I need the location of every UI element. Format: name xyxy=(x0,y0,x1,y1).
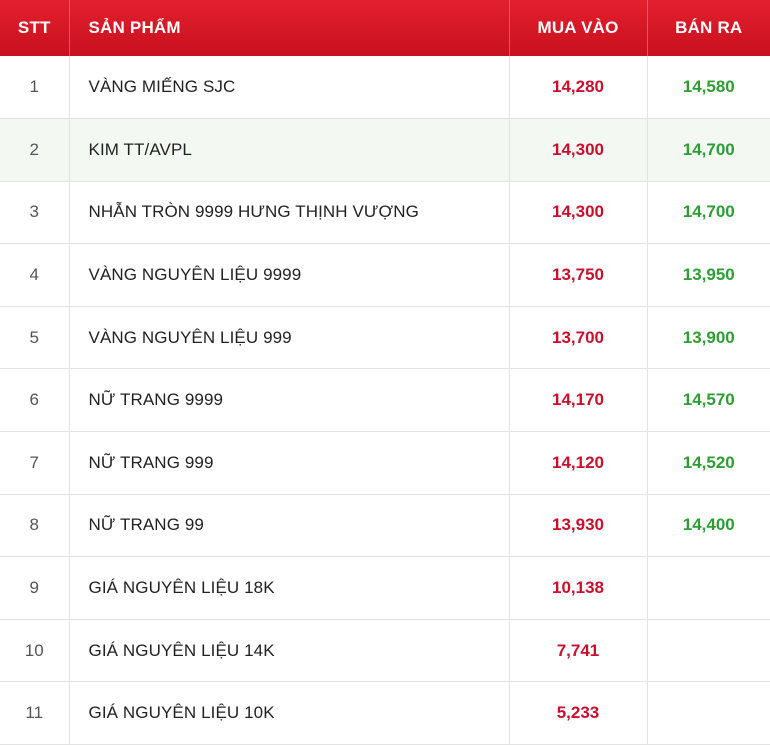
row-buy-price: 14,170 xyxy=(509,368,648,433)
table-row: 9 GIÁ NGUYÊN LIỆU 18K 10,138 xyxy=(0,556,770,620)
row-product-name: GIÁ NGUYÊN LIỆU 18K xyxy=(69,556,510,620)
table-body: 1 VÀNG MIẾNG SJC 14,280 14,580 2 KIM TT/… xyxy=(0,56,770,745)
row-sell-price: 14,700 xyxy=(647,181,770,245)
row-stt: 10 xyxy=(0,619,70,683)
row-stt: 9 xyxy=(0,556,70,620)
header-row: STT SẢN PHẨM MUA VÀO BÁN RA xyxy=(0,0,770,56)
table-row: 2 KIM TT/AVPL 14,300 14,700 xyxy=(0,118,770,182)
table-row: 7 NỮ TRANG 999 14,120 14,520 xyxy=(0,431,770,495)
row-product-name: NỮ TRANG 99 xyxy=(69,494,510,558)
row-buy-price: 13,700 xyxy=(509,306,648,370)
row-stt: 4 xyxy=(0,243,70,307)
row-sell-price: 14,700 xyxy=(647,118,770,182)
row-product-name: VÀNG NGUYÊN LIỆU 9999 xyxy=(69,243,510,307)
table-row: 10 GIÁ NGUYÊN LIỆU 14K 7,741 xyxy=(0,619,770,683)
header-sell-price: BÁN RA xyxy=(675,18,743,37)
row-buy-price: 14,300 xyxy=(509,118,648,182)
table-row: 5 VÀNG NGUYÊN LIỆU 999 13,700 13,900 xyxy=(0,306,770,370)
row-sell-price xyxy=(647,619,770,683)
header-product: SẢN PHẨM xyxy=(69,0,510,56)
row-stt: 3 xyxy=(0,181,70,245)
row-stt: 5 xyxy=(0,306,70,370)
row-stt: 2 xyxy=(0,118,70,182)
row-product-name: NỮ TRANG 9999 xyxy=(69,368,510,433)
row-stt: 11 xyxy=(0,681,70,745)
row-buy-price: 14,300 xyxy=(509,181,648,245)
table-header: STT SẢN PHẨM MUA VÀO BÁN RA xyxy=(0,0,770,56)
row-sell-price xyxy=(647,681,770,745)
row-sell-price xyxy=(647,556,770,620)
row-stt: 7 xyxy=(0,431,70,495)
table-row: 1 VÀNG MIẾNG SJC 14,280 14,580 xyxy=(0,56,770,120)
header-buy-price: MUA VÀO xyxy=(509,0,648,56)
row-product-name: VÀNG MIẾNG SJC xyxy=(69,56,510,120)
row-buy-price: 13,750 xyxy=(509,243,648,307)
table-row: 11 GIÁ NGUYÊN LIỆU 10K 5,233 xyxy=(0,681,770,745)
table-row: 6 NỮ TRANG 9999 14,170 14,570 xyxy=(0,368,770,433)
row-buy-price: 14,280 xyxy=(509,56,648,120)
row-sell-price: 14,580 xyxy=(647,56,770,120)
row-sell-price: 14,570 xyxy=(647,368,770,433)
table-row: 3 NHẪN TRÒN 9999 HƯNG THỊNH VƯỢNG 14,300… xyxy=(0,181,770,245)
row-product-name: NỮ TRANG 999 xyxy=(69,431,510,495)
row-product-name: NHẪN TRÒN 9999 HƯNG THỊNH VƯỢNG xyxy=(69,181,510,245)
row-buy-price: 10,138 xyxy=(509,556,648,620)
row-sell-price: 14,520 xyxy=(647,431,770,495)
row-buy-price: 13,930 xyxy=(509,494,648,558)
row-product-name: KIM TT/AVPL xyxy=(69,118,510,182)
row-stt: 1 xyxy=(0,56,70,120)
row-sell-price: 13,900 xyxy=(647,306,770,370)
row-product-name: VÀNG NGUYÊN LIỆU 999 xyxy=(69,306,510,370)
row-stt: 8 xyxy=(0,494,70,558)
row-sell-price: 13,950 xyxy=(647,243,770,307)
row-buy-price: 14,120 xyxy=(509,431,648,495)
row-stt: 6 xyxy=(0,368,70,433)
table-row: 4 VÀNG NGUYÊN LIỆU 9999 13,750 13,950 xyxy=(0,243,770,307)
row-sell-price: 14,400 xyxy=(647,494,770,558)
row-product-name: GIÁ NGUYÊN LIỆU 10K xyxy=(69,681,510,745)
row-product-name: GIÁ NGUYÊN LIỆU 14K xyxy=(69,619,510,683)
row-buy-price: 7,741 xyxy=(509,619,648,683)
header-stt: STT xyxy=(0,0,70,56)
row-buy-price: 5,233 xyxy=(509,681,648,745)
table-row: 8 NỮ TRANG 99 13,930 14,400 xyxy=(0,494,770,558)
